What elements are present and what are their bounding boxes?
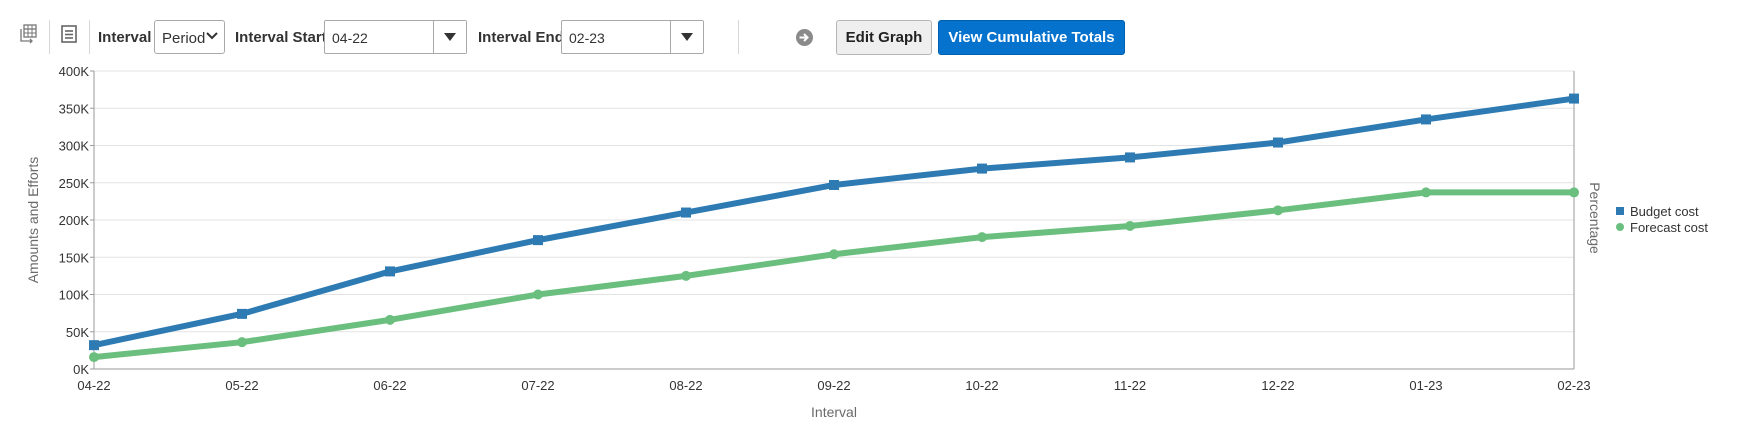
- x-tick-label: 07-22: [521, 378, 554, 393]
- interval-end-combobox[interactable]: 02-23: [561, 20, 704, 54]
- data-point[interactable]: [1273, 137, 1283, 148]
- data-point[interactable]: [89, 340, 99, 351]
- data-point[interactable]: [385, 266, 395, 277]
- data-point[interactable]: [829, 249, 839, 260]
- caret-down-icon: [444, 33, 456, 41]
- interval-start-combobox[interactable]: 04-22: [324, 20, 467, 54]
- y-tick-label: 0K: [73, 362, 89, 377]
- x-tick-label: 05-22: [225, 378, 258, 393]
- y-axis-ticks: 0K 50K 100K 150K 200K 250K 300K 350K 400K: [59, 64, 94, 377]
- x-axis-title: Interval: [811, 404, 857, 420]
- y2-axis-title: Percentage: [1587, 182, 1603, 254]
- y-tick-label: 200K: [59, 213, 90, 228]
- data-point[interactable]: [1125, 220, 1135, 231]
- chart-series: [89, 93, 1579, 363]
- x-tick-label: 06-22: [373, 378, 406, 393]
- data-point[interactable]: [1421, 187, 1431, 198]
- y-tick-label: 100K: [59, 288, 90, 303]
- interval-end-label: Interval End: [478, 29, 564, 46]
- series-line: [91, 189, 1577, 361]
- x-tick-label: 11-22: [1114, 378, 1146, 393]
- y-tick-label: 300K: [59, 139, 90, 154]
- data-point[interactable]: [977, 163, 987, 174]
- interval-end-dropdown-button[interactable]: [670, 21, 703, 53]
- x-tick-label: 02-23: [1557, 378, 1590, 393]
- y-tick-label: 50K: [66, 325, 89, 340]
- y-axis-title: Amounts and Efforts: [25, 157, 41, 284]
- y-tick-label: 250K: [59, 176, 90, 191]
- go-arrow-icon[interactable]: [795, 28, 814, 47]
- data-point[interactable]: [89, 352, 99, 363]
- toolbar-divider: [49, 20, 50, 54]
- data-point[interactable]: [385, 314, 395, 325]
- data-point[interactable]: [237, 308, 247, 319]
- data-point[interactable]: [1421, 114, 1431, 125]
- x-tick-label: 08-22: [669, 378, 702, 393]
- graph-toolbar: Interval Period Interval Start 04-22 Int…: [0, 0, 1752, 70]
- toolbar-divider: [89, 20, 90, 54]
- list-view-icon[interactable]: [61, 25, 77, 43]
- x-tick-label: 04-22: [77, 378, 110, 393]
- chevron-down-icon: [204, 28, 220, 49]
- interval-select-value: Period: [162, 30, 206, 47]
- data-point[interactable]: [829, 179, 839, 190]
- data-point[interactable]: [1125, 152, 1135, 163]
- y-tick-label: 150K: [59, 250, 90, 265]
- x-tick-label: 09-22: [817, 378, 850, 393]
- interval-start-dropdown-button[interactable]: [433, 21, 466, 53]
- data-point[interactable]: [681, 207, 691, 218]
- x-axis-ticks: 04-22 05-22 06-22 07-22 08-22 09-22 10-22 11-22…: [77, 378, 1590, 393]
- interval-start-label: Interval Start: [235, 29, 327, 46]
- interval-select[interactable]: Period: [154, 20, 225, 54]
- x-tick-label: 12-22: [1261, 378, 1294, 393]
- legend-label[interactable]: Forecast cost: [1630, 220, 1708, 235]
- data-point[interactable]: [533, 235, 543, 246]
- interval-end-value: 02-23: [569, 30, 605, 46]
- legend-label[interactable]: Budget cost: [1630, 204, 1699, 219]
- pivot-table-icon[interactable]: [18, 23, 38, 45]
- x-tick-label: 01-23: [1409, 378, 1442, 393]
- data-point[interactable]: [237, 337, 247, 348]
- data-point[interactable]: [533, 289, 543, 300]
- series-line: [91, 95, 1577, 349]
- data-point[interactable]: [1569, 93, 1579, 104]
- caret-down-icon: [681, 33, 693, 41]
- y-tick-label: 400K: [59, 64, 90, 79]
- data-point[interactable]: [1569, 187, 1579, 198]
- legend-marker: [1616, 207, 1624, 215]
- interval-start-value: 04-22: [332, 30, 368, 46]
- data-point[interactable]: [1273, 205, 1283, 216]
- y-tick-label: 350K: [59, 101, 90, 116]
- edit-graph-button[interactable]: Edit Graph: [836, 20, 932, 55]
- view-cumulative-totals-button[interactable]: View Cumulative Totals: [938, 20, 1125, 55]
- data-point[interactable]: [681, 270, 691, 281]
- x-tick-label: 10-22: [965, 378, 998, 393]
- toolbar-divider: [738, 20, 739, 54]
- legend-marker: [1616, 223, 1624, 231]
- interval-label: Interval: [98, 29, 152, 46]
- data-point[interactable]: [977, 232, 987, 243]
